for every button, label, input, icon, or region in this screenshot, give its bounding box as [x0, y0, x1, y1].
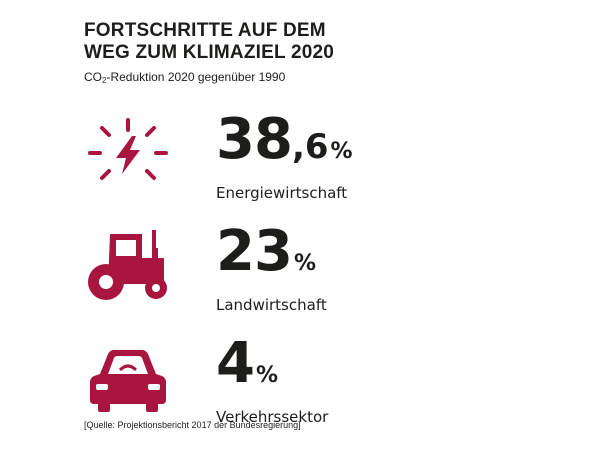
- lightning-icon: [88, 118, 168, 180]
- subtitle-sub: 2: [102, 76, 107, 85]
- stat-row-energy: 38,6% Energiewirtschaft: [80, 110, 500, 203]
- value-unit: %: [330, 139, 353, 164]
- title-line-1: FORTSCHRITTE AUF DEM: [84, 20, 326, 41]
- stat-transport: 4% Verkehrssektor: [216, 334, 329, 427]
- header: FORTSCHRITTE AUF DEM WEG ZUM KLIMAZIEL 2…: [84, 20, 334, 85]
- stat-value: 4%: [216, 334, 328, 406]
- title-line-2: WEG ZUM KLIMAZIEL 2020: [84, 42, 335, 63]
- value-int: 38: [216, 107, 293, 172]
- value-int: 23: [216, 219, 293, 284]
- stat-row-transport: 4% Verkehrssektor: [80, 334, 500, 427]
- subtitle: CO2-Reduktion 2020 gegenüber 1990: [84, 70, 334, 85]
- value-dec: ,6: [291, 127, 329, 167]
- stat-row-agriculture: 23% Landwirtschaft: [80, 222, 500, 315]
- value-unit: %: [255, 363, 279, 388]
- subtitle-co: CO: [84, 70, 102, 84]
- stat-value: 23%: [216, 222, 327, 294]
- stat-label: Energiewirtschaft: [216, 184, 348, 202]
- stat-value: 38,6%: [216, 110, 353, 182]
- value-unit: %: [293, 251, 316, 276]
- source-note: [Quelle: Projektionsbericht 2017 der Bun…: [84, 420, 301, 430]
- stat-label: Landwirtschaft: [216, 296, 327, 314]
- stat-agriculture: 23% Landwirtschaft: [216, 222, 327, 315]
- stat-label: Verkehrssektor: [216, 408, 329, 426]
- tractor-icon: [88, 230, 167, 300]
- stat-energy: 38,6% Energiewirtschaft: [216, 110, 353, 203]
- subtitle-rest: -Reduktion 2020 gegenüber 1990: [106, 70, 286, 84]
- value-int: 4: [216, 331, 255, 396]
- car-icon: [90, 350, 166, 412]
